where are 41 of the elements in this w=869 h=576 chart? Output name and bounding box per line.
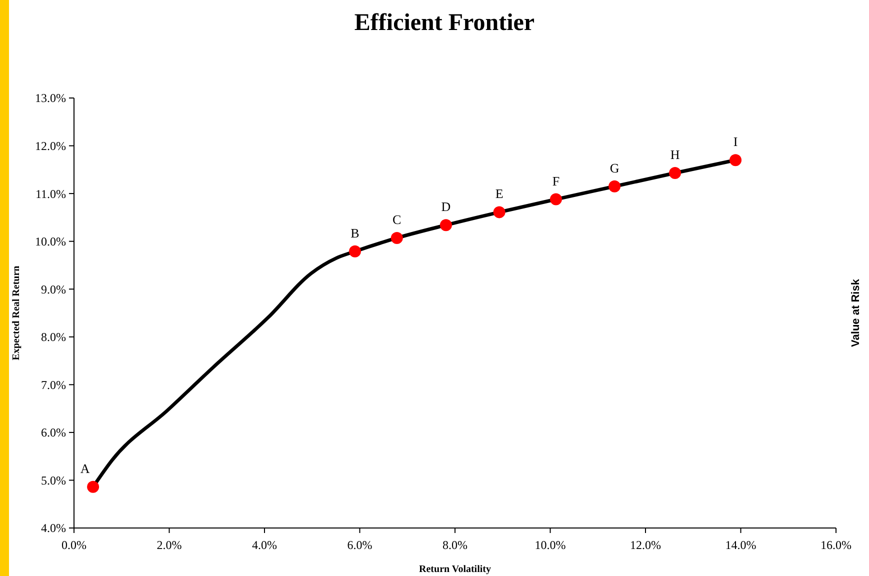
point <box>440 219 452 232</box>
y-tick-label: 6.0% <box>41 426 66 440</box>
y-axis-title: Expected Real Return <box>11 265 22 360</box>
x-tick-label: 4.0% <box>252 538 277 552</box>
point <box>550 193 562 206</box>
point <box>730 154 742 166</box>
x-tick-label: 6.0% <box>347 538 372 552</box>
y-tick-label: 13.0% <box>35 91 66 106</box>
x-tick-label: 16.0% <box>820 538 852 552</box>
y-tick-label: 9.0% <box>41 282 66 296</box>
y2-axis-title: Value at Risk <box>850 278 862 347</box>
x-tick-label: 2.0% <box>156 538 182 552</box>
annotation: A <box>80 460 90 476</box>
annotation: E <box>495 186 504 202</box>
y-tick-label: 12.0% <box>35 138 66 153</box>
x-tick-label: 12.0% <box>630 538 661 552</box>
x-tick-label: 10.0% <box>534 538 566 552</box>
annotation: I <box>733 134 738 150</box>
y-tick-label: 10.0% <box>35 234 66 249</box>
x-tick-label: 0.0% <box>62 538 86 552</box>
annotation: H <box>670 147 680 162</box>
y-tick-label: 5.0% <box>41 473 66 488</box>
annotation: G <box>610 160 620 176</box>
point <box>87 480 100 493</box>
point <box>493 206 506 218</box>
annotation: D <box>441 199 451 214</box>
y-tick-label: 7.0% <box>41 378 66 392</box>
y-tick-label: 4.0% <box>41 521 66 536</box>
point <box>669 167 682 180</box>
point <box>390 232 403 244</box>
annotation: B <box>350 225 360 240</box>
annotation: C <box>392 212 402 227</box>
x-tick-label: 14.0% <box>725 538 756 552</box>
annotation: F <box>552 173 560 188</box>
point <box>348 245 361 258</box>
y-tick-label: 11.0% <box>35 186 66 201</box>
point <box>608 180 621 192</box>
y-tick-label: 8.0% <box>41 330 66 344</box>
chart-title: Efficient Frontier <box>354 10 535 36</box>
x-axis-title: Return Volatility <box>419 564 491 575</box>
x-tick-label: 8.0% <box>442 538 468 552</box>
